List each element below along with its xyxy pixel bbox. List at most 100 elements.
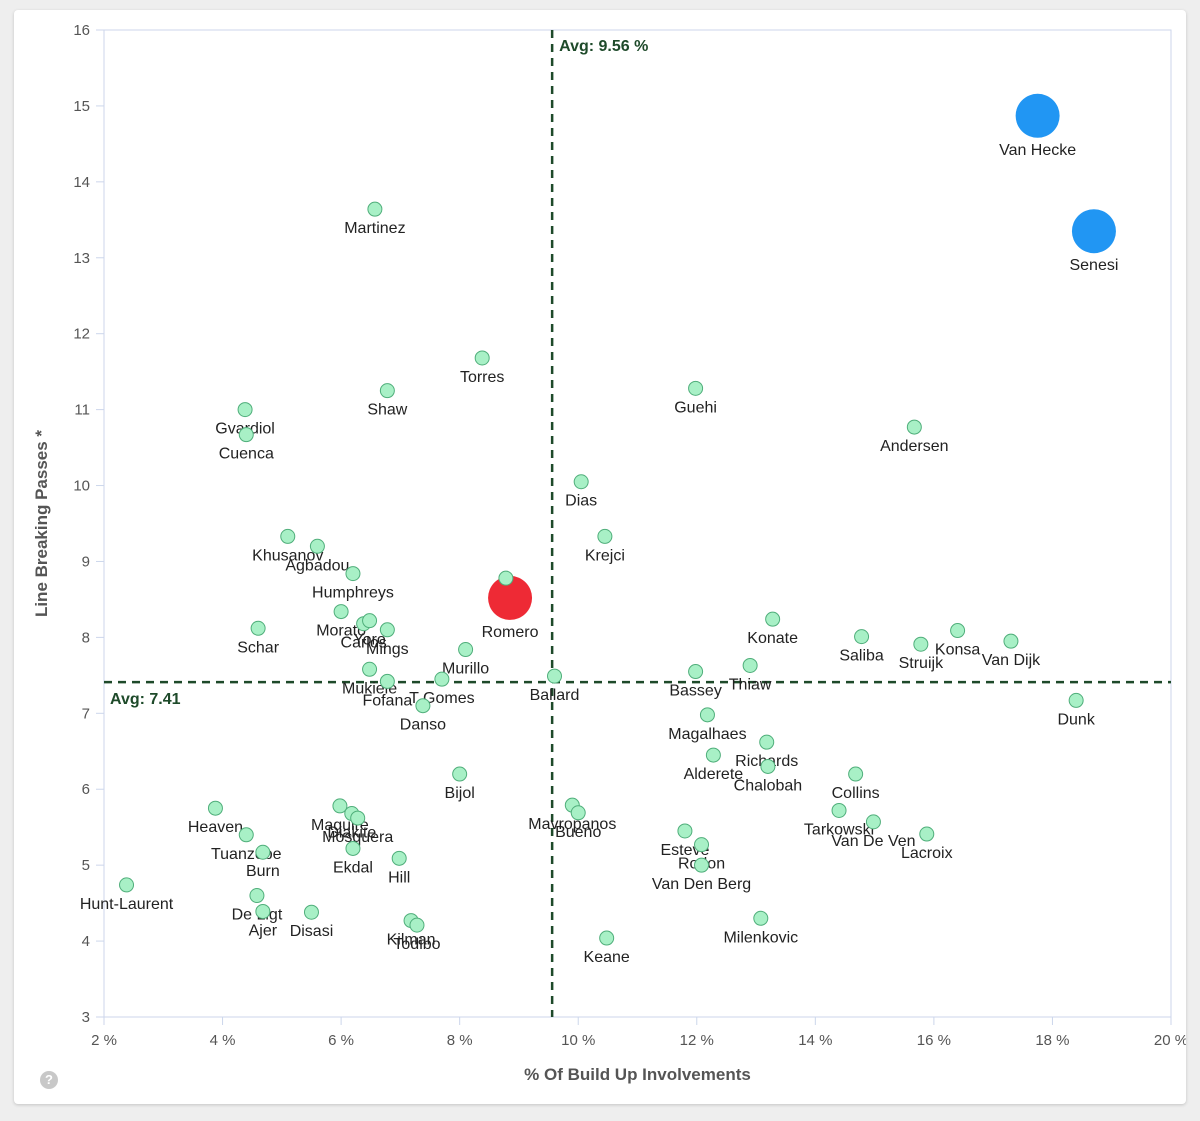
point-label-burn: Burn <box>246 863 280 880</box>
point-label-guehi: Guehi <box>674 399 717 416</box>
point-guehi[interactable] <box>688 380 704 396</box>
point-mukiele[interactable] <box>362 661 378 677</box>
point-burn[interactable] <box>255 844 271 860</box>
point-label-mavropanos: Mavropanos <box>528 816 616 833</box>
point-richards[interactable] <box>759 734 775 750</box>
y-tick-label: 9 <box>82 553 90 570</box>
y-tick-label: 16 <box>73 22 90 39</box>
point-morato[interactable] <box>333 604 349 620</box>
point-romero[interactable] <box>488 575 533 620</box>
point-label-cuenca: Cuenca <box>219 446 274 463</box>
point-tarkowski[interactable] <box>831 802 847 818</box>
point-label-struijk: Struijk <box>899 655 944 672</box>
point-label-collins: Collins <box>832 785 880 802</box>
point-van-dijk[interactable] <box>1003 633 1019 649</box>
point-bueno[interactable] <box>570 805 586 821</box>
point-mosquera[interactable] <box>350 810 366 826</box>
point-cuenca[interactable] <box>238 427 254 443</box>
point-humphreys[interactable] <box>345 566 361 582</box>
point-keane[interactable] <box>599 930 615 946</box>
point-shaw[interactable] <box>379 383 395 399</box>
point-label-van-de-ven: Van De Ven <box>831 833 915 850</box>
point-tuanzebe[interactable] <box>238 827 254 843</box>
x-tick-label: 2 % <box>91 1032 117 1049</box>
point-milenkovic[interactable] <box>753 910 769 926</box>
point-van-hecke[interactable] <box>1015 93 1060 138</box>
point-collins[interactable] <box>848 766 864 782</box>
point-lacroix[interactable] <box>919 826 935 842</box>
point-martinez[interactable] <box>367 201 383 217</box>
y-tick-label: 5 <box>82 857 90 874</box>
point-bassey[interactable] <box>688 664 704 680</box>
point-mings[interactable] <box>379 622 395 638</box>
point-murillo[interactable] <box>458 642 474 658</box>
point-label-bijol: Bijol <box>445 785 475 802</box>
point-rodon[interactable] <box>694 837 710 853</box>
point-van-den-berg[interactable] <box>694 857 710 873</box>
point-chalobah[interactable] <box>760 758 776 774</box>
point-label-senesi: Senesi <box>1069 257 1118 274</box>
point-disasi[interactable] <box>303 904 319 920</box>
point-label-milenkovic: Milenkovic <box>723 929 798 946</box>
point-struijk[interactable] <box>913 636 929 652</box>
point-van-de-ven[interactable] <box>865 814 881 830</box>
points-layer <box>119 93 1116 946</box>
point-ekdal[interactable] <box>345 840 361 856</box>
point-label-agbadou: Agbadou <box>285 557 349 574</box>
point-dunk[interactable] <box>1068 692 1084 708</box>
point-konate[interactable] <box>765 611 781 627</box>
point-label-van-hecke: Van Hecke <box>999 142 1076 159</box>
point-label-andersen: Andersen <box>880 438 949 455</box>
avg-y-label: Avg: 7.41 <box>110 691 181 708</box>
point-agbadou[interactable] <box>309 538 325 554</box>
point-saliba[interactable] <box>854 629 870 645</box>
point-gvardiol[interactable] <box>237 402 253 418</box>
point-konsa[interactable] <box>950 623 966 639</box>
point-b[interactable] <box>498 570 514 586</box>
point-fofana[interactable] <box>379 673 395 689</box>
point-bijol[interactable] <box>452 766 468 782</box>
point-maguire[interactable] <box>332 798 348 814</box>
x-tick-label: 8 % <box>447 1032 473 1049</box>
point-schar[interactable] <box>250 620 266 636</box>
point-alderete[interactable] <box>705 747 721 763</box>
point-heaven[interactable] <box>207 800 223 816</box>
point-thiaw[interactable] <box>742 657 758 673</box>
point-todibo[interactable] <box>409 917 425 933</box>
point-label-kilman: Kilman <box>387 932 436 949</box>
point-senesi[interactable] <box>1071 209 1116 254</box>
point-label-tuanzebe: Tuanzebe <box>211 846 282 863</box>
point-labels-layer: Van Hecke Senesi Romero Martinez Torres Shaw G… <box>80 142 1119 966</box>
point-torres[interactable] <box>474 350 490 366</box>
help-icon[interactable]: ? <box>40 1071 58 1089</box>
point-label-konsa: Konsa <box>935 642 980 659</box>
point-dias[interactable] <box>573 474 589 490</box>
point-krejci[interactable] <box>597 528 613 544</box>
point-yoro[interactable] <box>362 613 378 629</box>
point-label-schar: Schar <box>237 639 279 656</box>
point-label-keane: Keane <box>584 949 630 966</box>
y-tick-label: 14 <box>73 174 90 191</box>
point-khusanov[interactable] <box>280 528 296 544</box>
avg-x-label: Avg: 9.56 % <box>559 38 648 55</box>
point-andersen[interactable] <box>906 419 922 435</box>
scatter-chart: 3 4 5 6 7 8 9 10 11 12 13 14 15 16 2 % 4 % 6 % 8 % 10 % 12 … <box>32 22 1186 1084</box>
x-tick-label: 20 % <box>1154 1032 1186 1049</box>
point-hunt-laurent[interactable] <box>119 877 135 893</box>
point-label-murillo: Murillo <box>442 661 489 678</box>
point-t-gomes[interactable] <box>434 671 450 687</box>
point-label-saliba: Saliba <box>839 648 884 665</box>
point-danso[interactable] <box>415 698 431 714</box>
point-magalhaes[interactable] <box>699 707 715 723</box>
point-label-shaw: Shaw <box>367 402 407 419</box>
point-label-diakite: Diakite <box>327 825 376 842</box>
point-ajer[interactable] <box>255 903 271 919</box>
point-de-ligt[interactable] <box>249 888 265 904</box>
point-hill[interactable] <box>391 850 407 866</box>
point-esteve[interactable] <box>677 823 693 839</box>
point-ballard[interactable] <box>547 668 563 684</box>
point-label-mings: Mings <box>366 641 409 658</box>
point-label-bueno: Bueno <box>555 824 601 841</box>
point-label-todibo: Todibo <box>393 936 440 953</box>
point-label-ballard: Ballard <box>530 687 580 704</box>
